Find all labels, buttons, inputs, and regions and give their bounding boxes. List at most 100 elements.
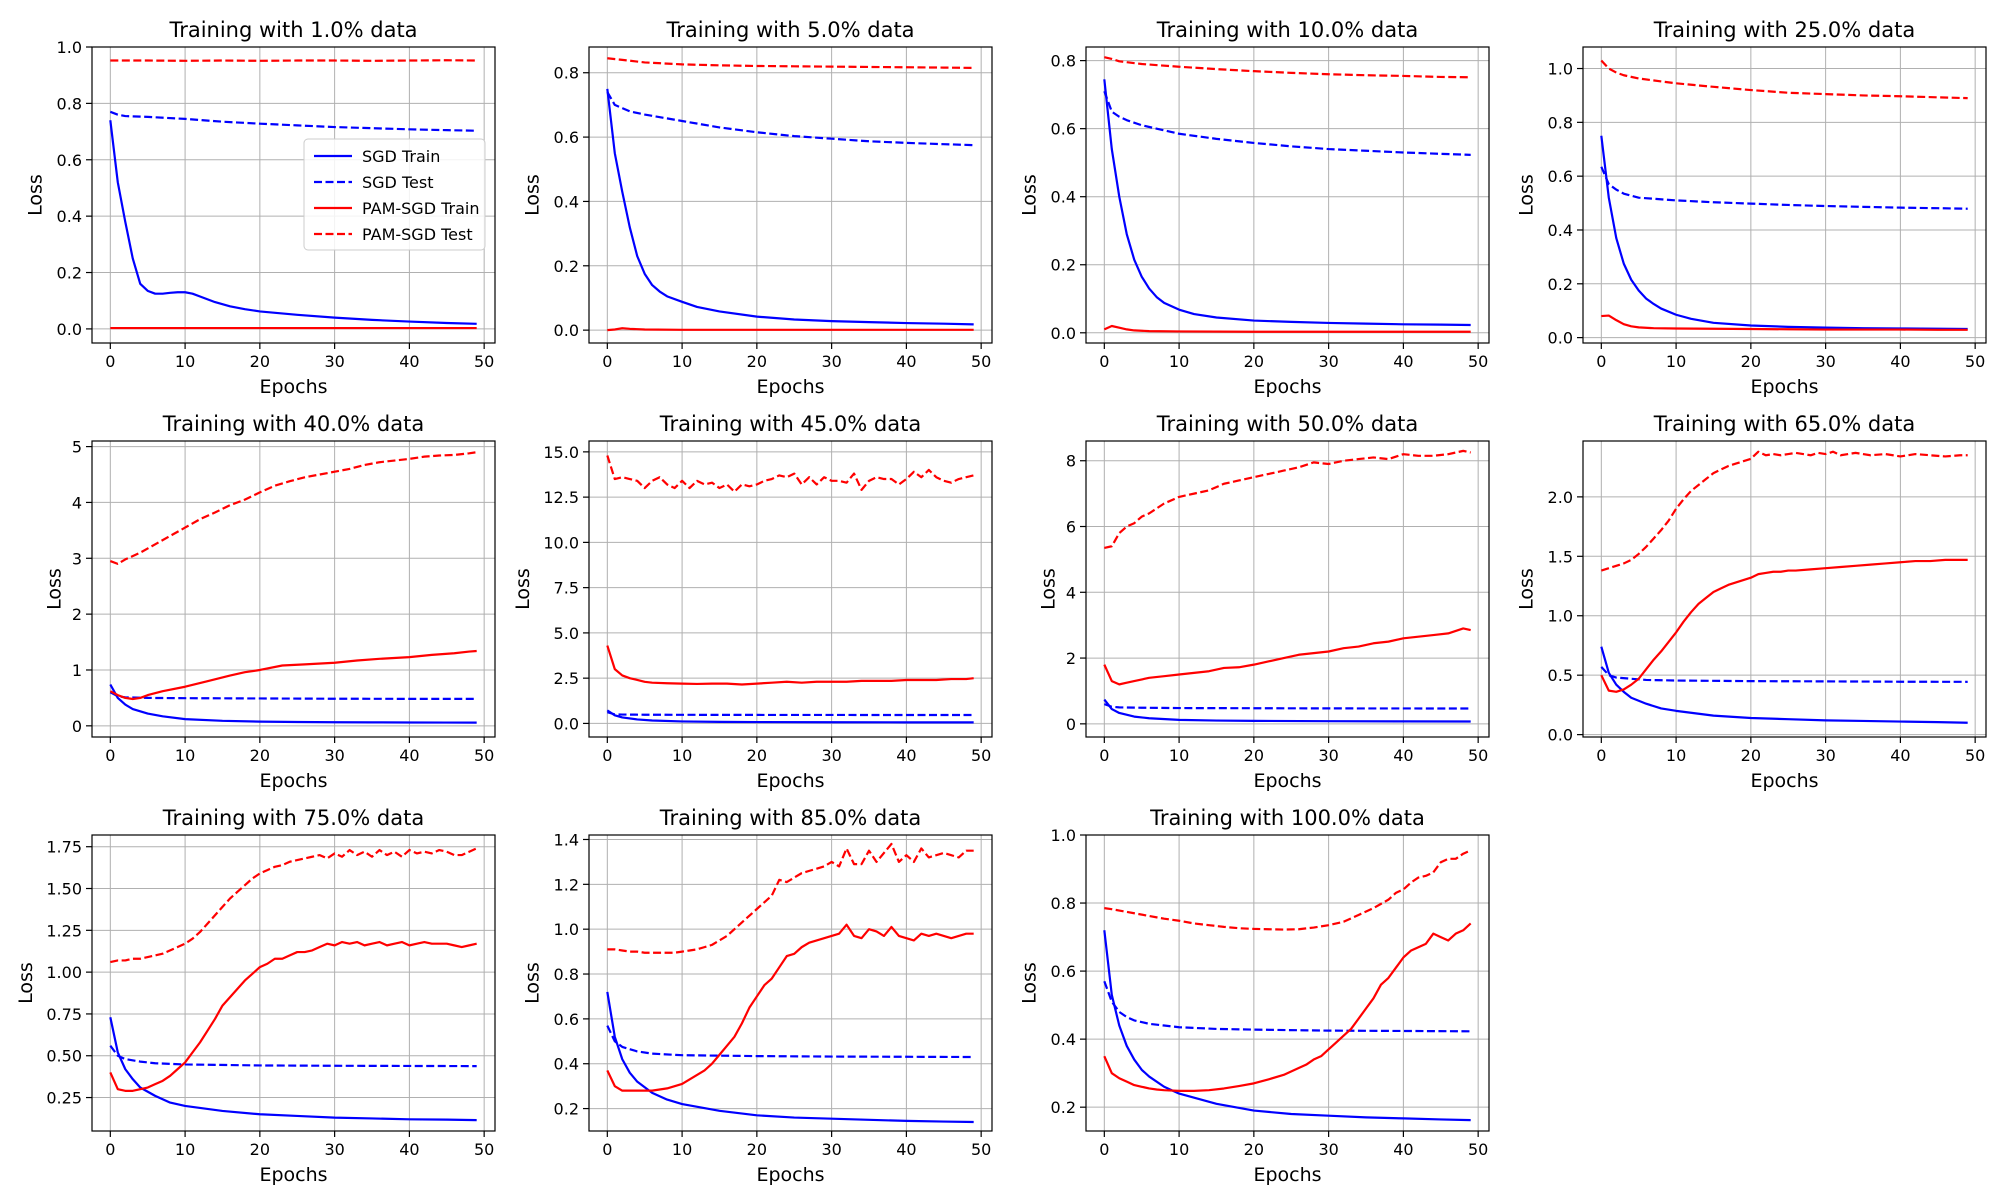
series-line-pam-sgd-test	[110, 847, 478, 964]
y-tick-label: 6	[1066, 518, 1076, 537]
y-axis-label: Loss	[44, 568, 66, 610]
y-tick-label: 2.0	[1548, 488, 1573, 507]
series-line-sgd-train	[1103, 698, 1471, 723]
y-tick-label: 7.5	[554, 579, 579, 598]
y-tick-label: 1.5	[1548, 547, 1573, 566]
x-tick-label: 30	[1318, 352, 1338, 371]
y-tick-label: 1.0	[1548, 60, 1573, 79]
subplot-title: Training with 25.0% data	[1653, 18, 1915, 42]
series-group	[606, 842, 974, 1124]
x-tick-label: 20	[1244, 1140, 1264, 1159]
x-tick-label: 40	[896, 1140, 916, 1159]
subplot-title: Training with 50.0% data	[1156, 412, 1418, 436]
series-line-sgd-train	[606, 991, 974, 1124]
subplot-5: 0 10 20 30 40 50 0 1 2 3 4 5 Training with 40.0% dat…	[44, 412, 496, 792]
y-tick-label: 12.5	[543, 488, 579, 507]
series-line-sgd-train	[606, 88, 974, 326]
series-line-pam-sgd-test	[1104, 56, 1471, 79]
series-line-sgd-train	[1103, 79, 1471, 327]
subplot-title: Training with 1.0% data	[168, 18, 417, 42]
x-tick-label: 40	[1393, 352, 1413, 371]
x-tick-label: 40	[399, 1140, 419, 1159]
x-tick-label: 30	[1815, 746, 1835, 765]
y-tick-label: 1.0	[57, 38, 82, 57]
x-tick-label: 20	[1244, 746, 1264, 765]
series-line-sgd-test	[606, 91, 974, 147]
legend-label: PAM-SGD Test	[362, 225, 473, 244]
y-tick-label: 1.00	[46, 963, 82, 982]
y-tick-label: 0.4	[1548, 221, 1573, 240]
series-line-pam-sgd-test	[606, 455, 974, 493]
subplot-6: 0 10 20 30 40 50 0.0 2.5 5.0 7.5 10.0 12.5 15.0 Train…	[512, 412, 993, 792]
y-tick-label: 0.8	[57, 94, 82, 113]
grid	[1086, 47, 1489, 343]
y-tick-label: 0.0	[1548, 726, 1573, 745]
x-tick-label: 10	[1169, 352, 1189, 371]
y-tick-label: 10.0	[543, 533, 579, 552]
x-tick-label: 10	[175, 352, 195, 371]
legend-label: SGD Train	[362, 147, 440, 166]
x-tick-label: 50	[971, 352, 991, 371]
subplot-10: 0 10 20 30 40 50 0.2 0.4 0.6 0.8 1.0 1.2 1.4 Training…	[522, 806, 993, 1186]
y-tick-label: 0.8	[554, 64, 579, 83]
y-axis-label: Loss	[522, 962, 544, 1004]
subplot-11: 0 10 20 30 40 50 0.2 0.4 0.6 0.8 1.0 Training with …	[1019, 806, 1490, 1186]
series-line-sgd-train	[1600, 135, 1968, 331]
x-tick-label: 0	[1099, 1140, 1109, 1159]
x-axis-label: Epochs	[756, 1164, 824, 1186]
x-tick-label: 30	[1815, 352, 1835, 371]
axes-frame	[91, 834, 496, 1132]
series-line-pam-sgd-train	[109, 940, 477, 1092]
x-tick-label: 40	[1393, 746, 1413, 765]
y-tick-label: 1.25	[46, 921, 82, 940]
y-axis-label: Loss	[522, 174, 544, 216]
series-line-sgd-test	[1600, 666, 1968, 683]
x-tick-label: 0	[602, 746, 612, 765]
x-tick-label: 10	[1666, 746, 1686, 765]
x-tick-label: 10	[1666, 352, 1686, 371]
subplot-7: 0 10 20 30 40 50 0 2 4 6 8 Training with 50.0% data…	[1038, 412, 1490, 792]
y-tick-label: 1.0	[1051, 826, 1076, 845]
series-group	[109, 847, 478, 1122]
series-line-pam-sgd-test	[1104, 449, 1471, 549]
y-tick-label: 0.4	[1051, 1030, 1076, 1049]
y-tick-label: 1.50	[46, 880, 82, 899]
x-tick-label: 50	[971, 746, 991, 765]
series-line-sgd-train	[1600, 646, 1968, 724]
series-line-sgd-train	[109, 1017, 477, 1122]
y-tick-label: 0.4	[554, 1055, 579, 1074]
x-tick-label: 50	[1965, 746, 1985, 765]
x-tick-label: 40	[1890, 352, 1910, 371]
x-tick-label: 20	[1244, 352, 1264, 371]
y-tick-label: 0.6	[1548, 167, 1573, 186]
x-tick-label: 30	[821, 746, 841, 765]
y-tick-label: 2	[72, 605, 82, 624]
axes-frame	[1085, 834, 1490, 1132]
subplot-4: 0 10 20 30 40 50 0.0 0.2 0.4 0.6 0.8 1.0 Training wi…	[1516, 18, 1987, 398]
series-group	[606, 57, 974, 332]
y-tick-label: 1.75	[46, 838, 82, 857]
y-tick-label: 4	[1066, 583, 1076, 602]
x-tick-label: 0	[1596, 352, 1606, 371]
x-tick-label: 30	[324, 1140, 344, 1159]
series-group	[109, 451, 477, 724]
y-tick-label: 2.5	[554, 669, 579, 688]
subplot-3: 0 10 20 30 40 50 0.0 0.2 0.4 0.6 0.8 Training with …	[1019, 18, 1490, 398]
series-line-pam-sgd-train	[606, 923, 974, 1092]
series-group	[1103, 849, 1472, 1122]
axes-frame	[91, 46, 496, 344]
series-line-pam-sgd-train	[607, 327, 974, 332]
y-tick-label: 0.2	[1051, 1098, 1076, 1117]
series-line-pam-sgd-train	[1600, 558, 1968, 693]
axes-frame	[588, 834, 993, 1132]
x-tick-label: 10	[175, 746, 195, 765]
x-axis-label: Epochs	[1253, 770, 1321, 792]
y-tick-label: 0.2	[554, 257, 579, 276]
x-tick-label: 0	[105, 746, 115, 765]
y-tick-label: 0.75	[46, 1005, 82, 1024]
y-tick-label: 0.0	[554, 321, 579, 340]
y-tick-label: 0.50	[46, 1047, 82, 1066]
y-tick-label: 0.6	[1051, 120, 1076, 139]
x-tick-label: 0	[105, 1140, 115, 1159]
y-tick-label: 0	[1066, 715, 1076, 734]
